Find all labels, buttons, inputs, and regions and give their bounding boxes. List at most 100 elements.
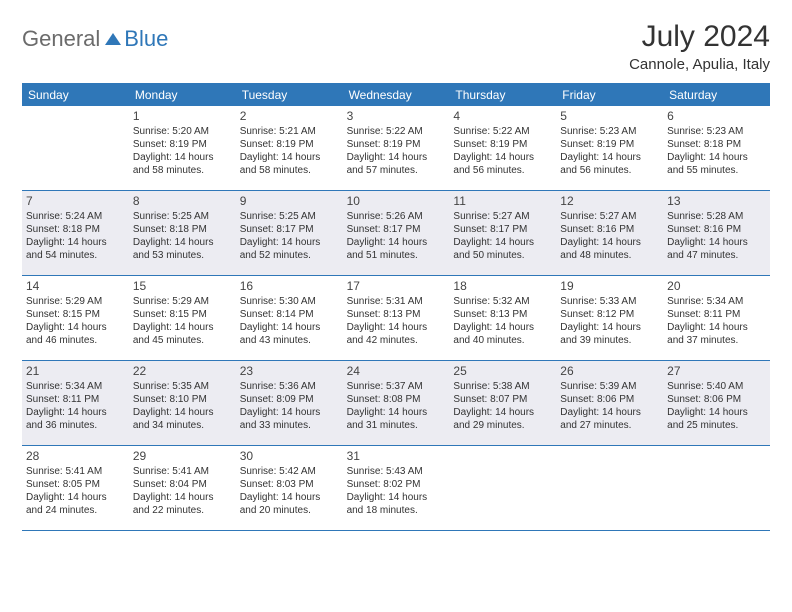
day-cell: 24Sunrise: 5:37 AMSunset: 8:08 PMDayligh… [343, 361, 450, 445]
daylight-text: Daylight: 14 hours and 34 minutes. [133, 406, 232, 432]
day-info: Sunrise: 5:27 AMSunset: 8:16 PMDaylight:… [560, 210, 659, 262]
day-number: 6 [667, 109, 766, 123]
sunset-text: Sunset: 8:12 PM [560, 308, 659, 321]
day-number: 3 [347, 109, 446, 123]
sunset-text: Sunset: 8:17 PM [347, 223, 446, 236]
daylight-text: Daylight: 14 hours and 20 minutes. [240, 491, 339, 517]
day-cell: 14Sunrise: 5:29 AMSunset: 8:15 PMDayligh… [22, 276, 129, 360]
day-number: 22 [133, 364, 232, 378]
sunset-text: Sunset: 8:05 PM [26, 478, 125, 491]
sunset-text: Sunset: 8:13 PM [347, 308, 446, 321]
sunset-text: Sunset: 8:07 PM [453, 393, 552, 406]
sunset-text: Sunset: 8:06 PM [667, 393, 766, 406]
day-cell: 29Sunrise: 5:41 AMSunset: 8:04 PMDayligh… [129, 446, 236, 530]
day-number: 16 [240, 279, 339, 293]
day-info: Sunrise: 5:20 AMSunset: 8:19 PMDaylight:… [133, 125, 232, 177]
daylight-text: Daylight: 14 hours and 50 minutes. [453, 236, 552, 262]
daylight-text: Daylight: 14 hours and 56 minutes. [560, 151, 659, 177]
month-title: July 2024 [629, 20, 770, 54]
daylight-text: Daylight: 14 hours and 27 minutes. [560, 406, 659, 432]
day-info: Sunrise: 5:22 AMSunset: 8:19 PMDaylight:… [347, 125, 446, 177]
weeks-container: 1Sunrise: 5:20 AMSunset: 8:19 PMDaylight… [22, 106, 770, 530]
logo-triangle-icon [104, 30, 122, 48]
day-info: Sunrise: 5:29 AMSunset: 8:15 PMDaylight:… [133, 295, 232, 347]
day-number: 25 [453, 364, 552, 378]
sunrise-text: Sunrise: 5:38 AM [453, 380, 552, 393]
sunrise-text: Sunrise: 5:41 AM [26, 465, 125, 478]
day-info: Sunrise: 5:34 AMSunset: 8:11 PMDaylight:… [26, 380, 125, 432]
day-cell: 8Sunrise: 5:25 AMSunset: 8:18 PMDaylight… [129, 191, 236, 275]
daylight-text: Daylight: 14 hours and 45 minutes. [133, 321, 232, 347]
day-info: Sunrise: 5:28 AMSunset: 8:16 PMDaylight:… [667, 210, 766, 262]
day-cell [556, 446, 663, 530]
sunset-text: Sunset: 8:16 PM [667, 223, 766, 236]
sunset-text: Sunset: 8:14 PM [240, 308, 339, 321]
location-subtitle: Cannole, Apulia, Italy [629, 56, 770, 73]
sunrise-text: Sunrise: 5:27 AM [453, 210, 552, 223]
sunrise-text: Sunrise: 5:21 AM [240, 125, 339, 138]
daylight-text: Daylight: 14 hours and 18 minutes. [347, 491, 446, 517]
day-number: 14 [26, 279, 125, 293]
day-number: 29 [133, 449, 232, 463]
sunrise-text: Sunrise: 5:29 AM [26, 295, 125, 308]
day-number: 10 [347, 194, 446, 208]
day-info: Sunrise: 5:40 AMSunset: 8:06 PMDaylight:… [667, 380, 766, 432]
weekday-header: Wednesday [343, 84, 450, 106]
sunrise-text: Sunrise: 5:34 AM [26, 380, 125, 393]
sunset-text: Sunset: 8:06 PM [560, 393, 659, 406]
sunrise-text: Sunrise: 5:31 AM [347, 295, 446, 308]
sunset-text: Sunset: 8:11 PM [26, 393, 125, 406]
daylight-text: Daylight: 14 hours and 42 minutes. [347, 321, 446, 347]
daylight-text: Daylight: 14 hours and 47 minutes. [667, 236, 766, 262]
day-number: 5 [560, 109, 659, 123]
weekday-header: Sunday [22, 84, 129, 106]
sunrise-text: Sunrise: 5:33 AM [560, 295, 659, 308]
sunset-text: Sunset: 8:16 PM [560, 223, 659, 236]
sunrise-text: Sunrise: 5:40 AM [667, 380, 766, 393]
day-info: Sunrise: 5:33 AMSunset: 8:12 PMDaylight:… [560, 295, 659, 347]
day-cell: 13 Sunrise: 5:28 AMSunset: 8:16 PMDayligh… [663, 191, 770, 275]
day-cell: 18Sunrise: 5:32 AMSunset: 8:13 PMDayligh… [449, 276, 556, 360]
week-row: 21Sunrise: 5:34 AMSunset: 8:11 PMDayligh… [22, 360, 770, 445]
sunrise-text: Sunrise: 5:35 AM [133, 380, 232, 393]
sunset-text: Sunset: 8:19 PM [347, 138, 446, 151]
day-info: Sunrise: 5:39 AMSunset: 8:06 PMDaylight:… [560, 380, 659, 432]
calendar-grid: Sunday Monday Tuesday Wednesday Thursday… [22, 83, 770, 531]
daylight-text: Daylight: 14 hours and 33 minutes. [240, 406, 339, 432]
sunrise-text: Sunrise: 5:41 AM [133, 465, 232, 478]
day-cell [449, 446, 556, 530]
weekday-header: Friday [556, 84, 663, 106]
day-cell: 20Sunrise: 5:34 AMSunset: 8:11 PMDayligh… [663, 276, 770, 360]
daylight-text: Daylight: 14 hours and 58 minutes. [240, 151, 339, 177]
daylight-text: Daylight: 14 hours and 48 minutes. [560, 236, 659, 262]
sunrise-text: Sunrise: 5:22 AM [453, 125, 552, 138]
daylight-text: Daylight: 14 hours and 51 minutes. [347, 236, 446, 262]
day-info: Sunrise: 5:25 AMSunset: 8:18 PMDaylight:… [133, 210, 232, 262]
day-number: 28 [26, 449, 125, 463]
daylight-text: Daylight: 14 hours and 37 minutes. [667, 321, 766, 347]
daylight-text: Daylight: 14 hours and 29 minutes. [453, 406, 552, 432]
day-cell [22, 106, 129, 190]
sunrise-text: Sunrise: 5:25 AM [240, 210, 339, 223]
day-number: 7 [26, 194, 125, 208]
day-number: 13 [667, 194, 766, 208]
day-number: 20 [667, 279, 766, 293]
day-cell: 25 Sunrise: 5:38 AMSunset: 8:07 PMDayligh… [449, 361, 556, 445]
sunset-text: Sunset: 8:04 PM [133, 478, 232, 491]
day-cell: 9Sunrise: 5:25 AMSunset: 8:17 PMDaylight… [236, 191, 343, 275]
sunrise-text: Sunrise: 5:26 AM [347, 210, 446, 223]
day-cell: 7Sunrise: 5:24 AMSunset: 8:18 PMDaylight… [22, 191, 129, 275]
day-info: Sunrise: 5:23 AMSunset: 8:19 PMDaylight:… [560, 125, 659, 177]
day-cell: 30Sunrise: 5:42 AMSunset: 8:03 PMDayligh… [236, 446, 343, 530]
day-cell: 12Sunrise: 5:27 AMSunset: 8:16 PMDayligh… [556, 191, 663, 275]
daylight-text: Daylight: 14 hours and 52 minutes. [240, 236, 339, 262]
weekday-header: Saturday [663, 84, 770, 106]
sunrise-text: Sunrise: 5:23 AM [667, 125, 766, 138]
day-info: Sunrise: 5:23 AMSunset: 8:18 PMDaylight:… [667, 125, 766, 177]
sunset-text: Sunset: 8:17 PM [453, 223, 552, 236]
sunset-text: Sunset: 8:03 PM [240, 478, 339, 491]
day-number: 19 [560, 279, 659, 293]
title-block: July 2024 Cannole, Apulia, Italy [629, 20, 770, 73]
day-cell: 19 Sunrise: 5:33 AMSunset: 8:12 PMDayligh… [556, 276, 663, 360]
logo: General Blue [22, 20, 168, 52]
